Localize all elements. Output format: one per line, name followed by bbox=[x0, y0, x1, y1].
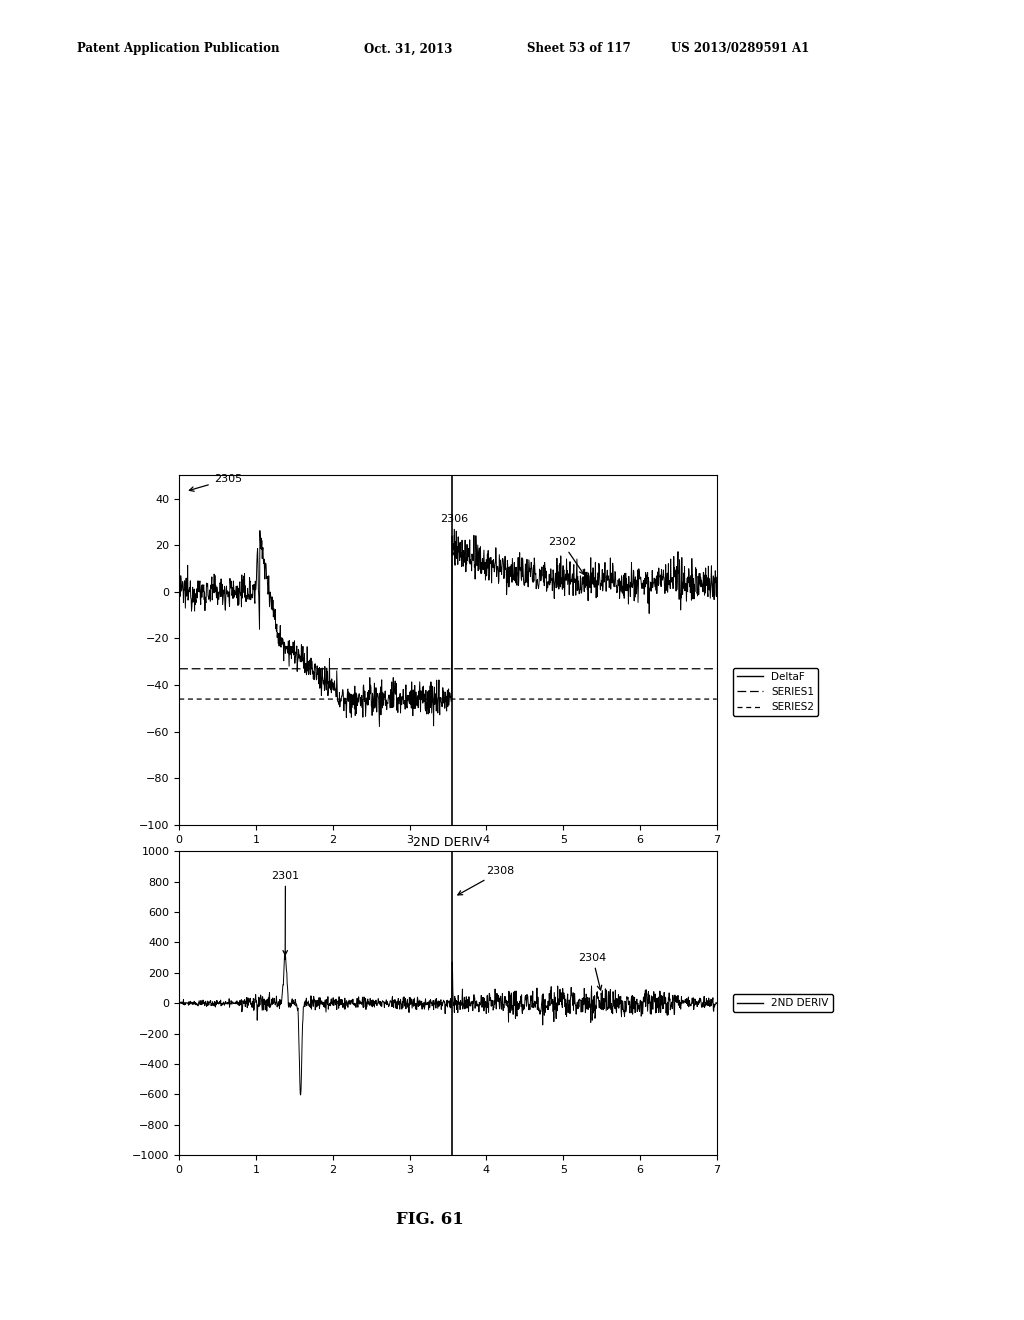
Text: 2306: 2306 bbox=[440, 513, 468, 554]
DeltaF bbox=[254, 523, 266, 539]
DeltaF bbox=[610, 578, 623, 594]
2ND DERIV bbox=[703, 993, 716, 1008]
Title: 2ND DERIV: 2ND DERIV bbox=[414, 836, 482, 849]
Text: Sheet 53 of 117: Sheet 53 of 117 bbox=[527, 42, 631, 55]
DeltaF bbox=[422, 706, 434, 722]
SERIES2 bbox=[609, 692, 622, 708]
2ND DERIV bbox=[422, 994, 434, 1010]
DeltaF bbox=[358, 684, 371, 700]
Text: 2302: 2302 bbox=[548, 537, 584, 574]
SERIES1 bbox=[173, 661, 185, 677]
Text: 2305: 2305 bbox=[189, 474, 242, 491]
SERIES1 bbox=[711, 661, 723, 677]
SERIES2 bbox=[303, 692, 315, 708]
SERIES1 bbox=[609, 661, 622, 677]
DeltaF bbox=[304, 655, 316, 671]
2ND DERIV bbox=[456, 993, 468, 1008]
SERIES1 bbox=[421, 661, 433, 677]
Text: FIG. 61: FIG. 61 bbox=[396, 1210, 464, 1228]
Line: DeltaF: DeltaF bbox=[179, 531, 717, 726]
2ND DERIV bbox=[359, 999, 372, 1015]
Text: 2301: 2301 bbox=[271, 871, 299, 954]
SERIES1 bbox=[455, 661, 467, 677]
Text: Patent Application Publication: Patent Application Publication bbox=[77, 42, 280, 55]
2ND DERIV bbox=[173, 993, 185, 1008]
Text: 2308: 2308 bbox=[458, 866, 515, 895]
DeltaF bbox=[374, 718, 386, 734]
SERIES1 bbox=[303, 661, 315, 677]
SERIES2 bbox=[358, 692, 371, 708]
2ND DERIV bbox=[304, 995, 316, 1011]
2ND DERIV bbox=[711, 995, 723, 1011]
Text: US 2013/0289591 A1: US 2013/0289591 A1 bbox=[671, 42, 809, 55]
Line: 2ND DERIV: 2ND DERIV bbox=[179, 952, 717, 1096]
2ND DERIV bbox=[295, 1088, 307, 1104]
Legend: DeltaF, SERIES1, SERIES2: DeltaF, SERIES1, SERIES2 bbox=[733, 668, 818, 717]
SERIES1 bbox=[358, 661, 371, 677]
Text: Oct. 31, 2013: Oct. 31, 2013 bbox=[364, 42, 452, 55]
SERIES2 bbox=[702, 692, 715, 708]
SERIES2 bbox=[421, 692, 433, 708]
2ND DERIV bbox=[280, 944, 292, 960]
DeltaF bbox=[703, 570, 716, 586]
SERIES2 bbox=[455, 692, 467, 708]
SERIES2 bbox=[173, 692, 185, 708]
DeltaF bbox=[173, 586, 185, 602]
DeltaF bbox=[456, 532, 468, 548]
SERIES1 bbox=[702, 661, 715, 677]
2ND DERIV bbox=[610, 1002, 623, 1018]
Legend: 2ND DERIV: 2ND DERIV bbox=[733, 994, 833, 1012]
SERIES2 bbox=[711, 692, 723, 708]
DeltaF bbox=[711, 569, 723, 585]
Text: 2304: 2304 bbox=[579, 953, 607, 990]
